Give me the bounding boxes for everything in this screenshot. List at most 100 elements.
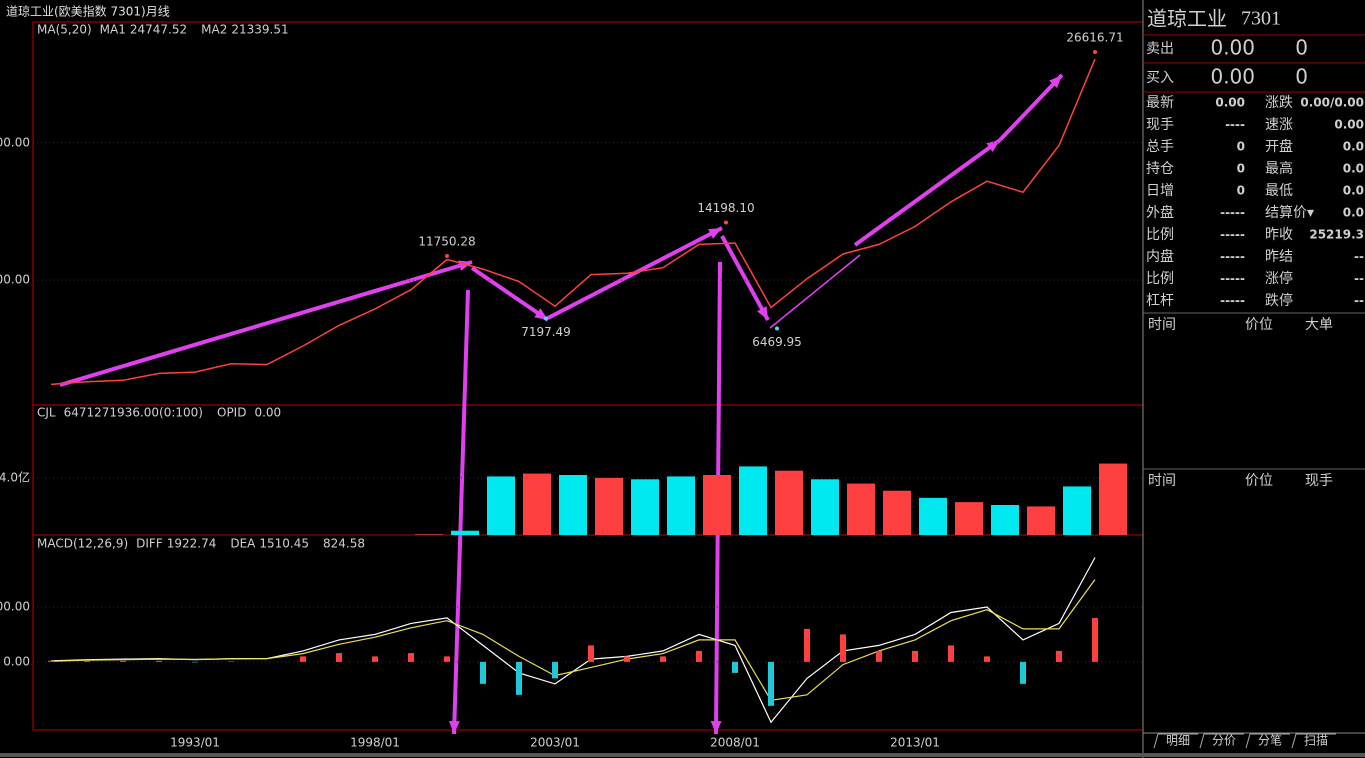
volume-bar [955, 502, 983, 535]
bid-ask-label: 买入 [1146, 70, 1174, 86]
volume-bar [775, 470, 803, 535]
indicator-text: 24747.52 [130, 23, 187, 37]
volume-bar [1027, 506, 1055, 535]
indicator-text: DEA [230, 537, 256, 551]
macd-bar [768, 661, 774, 706]
quote-label: 比例 [1146, 227, 1174, 243]
quote-label: 外盘 [1146, 204, 1174, 221]
volume-bar [703, 475, 731, 535]
y-tick-label: 0.00 [3, 654, 30, 668]
bid-ask-price: 0.00 [1210, 36, 1255, 60]
x-tick-label: 1993/01 [170, 736, 220, 750]
extreme-point [1093, 49, 1097, 54]
macd-bar [552, 661, 558, 679]
tab[interactable]: 明细 [1166, 734, 1190, 748]
list-header: 价位 [1245, 317, 1273, 333]
volume-bar [595, 477, 623, 535]
quote-label: 杠杆 [1146, 293, 1174, 309]
y-tick-label: 10000.00 [0, 273, 30, 287]
quote-label: 昨结 [1265, 249, 1293, 265]
y-tick-label: 20000.00 [0, 135, 30, 149]
arrow-head [708, 228, 722, 239]
quote-value: 0.0 [1343, 206, 1364, 220]
quote-value: -- [1354, 250, 1364, 264]
macd-bar [588, 645, 594, 662]
quote-value: 0.00 [1334, 118, 1364, 132]
volume-bar [487, 476, 515, 535]
volume-bar [559, 475, 587, 535]
arrow-shaft [452, 289, 470, 735]
quote-value: ----- [1220, 206, 1245, 220]
indicator-text: 824.58 [323, 537, 365, 551]
quote-value: -- [1354, 272, 1364, 286]
quote-value: 0.0 [1343, 140, 1364, 154]
x-tick-label: 1998/01 [350, 736, 400, 750]
macd-bar [696, 650, 702, 662]
y-tick-label: 1000.00 [0, 599, 30, 613]
bid-ask-price: 0.00 [1210, 65, 1255, 89]
quote-value: 0.00/0.00 [1300, 96, 1364, 110]
content: 10000.00 20000.00 MA(5,20) MA1 24747.52 MA2 21… [0, 7, 1365, 750]
quote-label: 内盘 [1146, 248, 1174, 265]
quote-value: 0.0 [1343, 184, 1364, 198]
macd-bar [1020, 661, 1026, 684]
quote-value: ---- [1225, 118, 1245, 132]
macd-bar [228, 661, 234, 662]
tab[interactable]: 分价 [1212, 734, 1236, 748]
macd-bar [48, 660, 54, 662]
list-header: 大单 [1305, 317, 1333, 333]
quote-value: 0 [1237, 140, 1245, 154]
volume-bar [847, 483, 875, 535]
quote-label: 结算价▾ [1265, 205, 1314, 221]
quote-value: -- [1354, 294, 1364, 308]
bid-ask-label: 卖出 [1146, 41, 1174, 57]
tab-shape [1153, 733, 1198, 749]
quote-value: ----- [1220, 294, 1245, 308]
volume-bar [991, 505, 1019, 535]
arrow-shaft [470, 266, 550, 322]
macd-bar [444, 656, 450, 662]
macd-bar [1092, 617, 1098, 662]
quote-value: 0.0 [1343, 162, 1364, 176]
tab[interactable]: 分笔 [1258, 733, 1282, 748]
arrow-shaft [853, 138, 1002, 247]
macd-bar [120, 660, 126, 662]
arrow-head [448, 720, 460, 734]
macd-bar [912, 650, 918, 662]
macd-bar [1056, 650, 1062, 662]
indicator-text: 21339.51 [231, 23, 288, 37]
indicator-text: 0.00 [254, 406, 281, 420]
quote-title: 道琼工业 [1147, 7, 1227, 31]
macd-bar [372, 656, 378, 662]
indicator-text: OPID [217, 406, 246, 420]
extreme-label: 26616.71 [1066, 30, 1123, 44]
indicator-text: MACD(12,26,9) [37, 537, 128, 551]
quote-label: 持仓 [1146, 161, 1174, 177]
macd-bar [840, 634, 846, 662]
volume-bar [1099, 463, 1127, 535]
arrow-shaft [720, 235, 770, 321]
extreme-label: 14198.10 [697, 201, 754, 215]
volume-bar [883, 490, 911, 535]
quote-label: 比例 [1146, 271, 1174, 287]
tab-shape [1245, 733, 1290, 749]
macd-bar [804, 628, 810, 662]
extreme-point [544, 316, 548, 321]
macd-bar [876, 650, 882, 662]
arrow-head [757, 306, 768, 320]
macd-bar [624, 656, 630, 662]
volume-bar [631, 479, 659, 535]
quote-value: ----- [1220, 250, 1245, 264]
arrow-head [1049, 75, 1062, 89]
volume-bar [1063, 486, 1091, 535]
quote-value: ----- [1220, 272, 1245, 286]
indicator-text: 1922.74 [167, 537, 217, 551]
macd-bar [984, 656, 990, 662]
tab[interactable]: 扫描 [1304, 734, 1328, 748]
quote-value: 0.00 [1215, 96, 1245, 110]
x-tick-label: 2013/01 [890, 736, 940, 750]
extreme-point [445, 254, 449, 259]
quote-label: 总手 [1146, 139, 1174, 155]
extreme-label: 7197.49 [521, 325, 571, 339]
